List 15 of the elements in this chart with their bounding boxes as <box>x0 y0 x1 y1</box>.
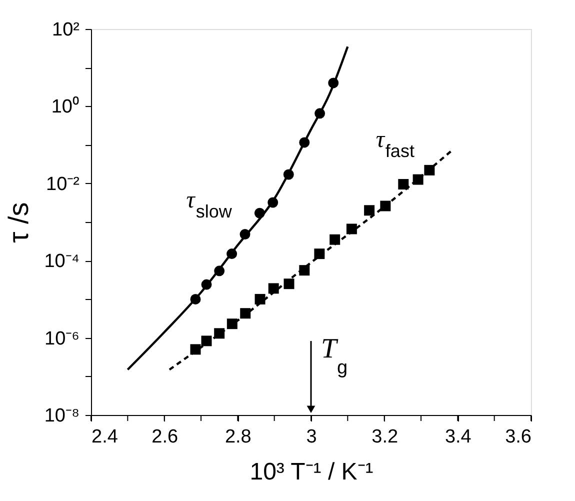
y-axis-title: τ /s <box>3 202 34 243</box>
x-tick-label: 2.4 <box>92 426 118 448</box>
x-axis-title: 10³ T⁻¹ / K⁻¹ <box>250 458 374 486</box>
x-tick-label: 3.2 <box>372 426 398 448</box>
y-tick-label: 10⁰ <box>51 96 80 118</box>
x-tick-label: 2.8 <box>224 426 252 448</box>
y-tick-label: 10⁻² <box>46 174 80 195</box>
y-tick-label: 10² <box>52 20 80 40</box>
x-tick-label: 2.6 <box>152 426 178 448</box>
x-tick-label: 3.6 <box>505 426 532 448</box>
x-tick-label: 3 <box>306 426 317 448</box>
x-tick-label: 3.4 <box>444 426 472 448</box>
y-tick-label: 10⁻⁶ <box>44 328 80 350</box>
y-tick-label: 10⁻⁸ <box>44 406 80 426</box>
y-tick-label: 10⁻⁴ <box>44 251 80 272</box>
